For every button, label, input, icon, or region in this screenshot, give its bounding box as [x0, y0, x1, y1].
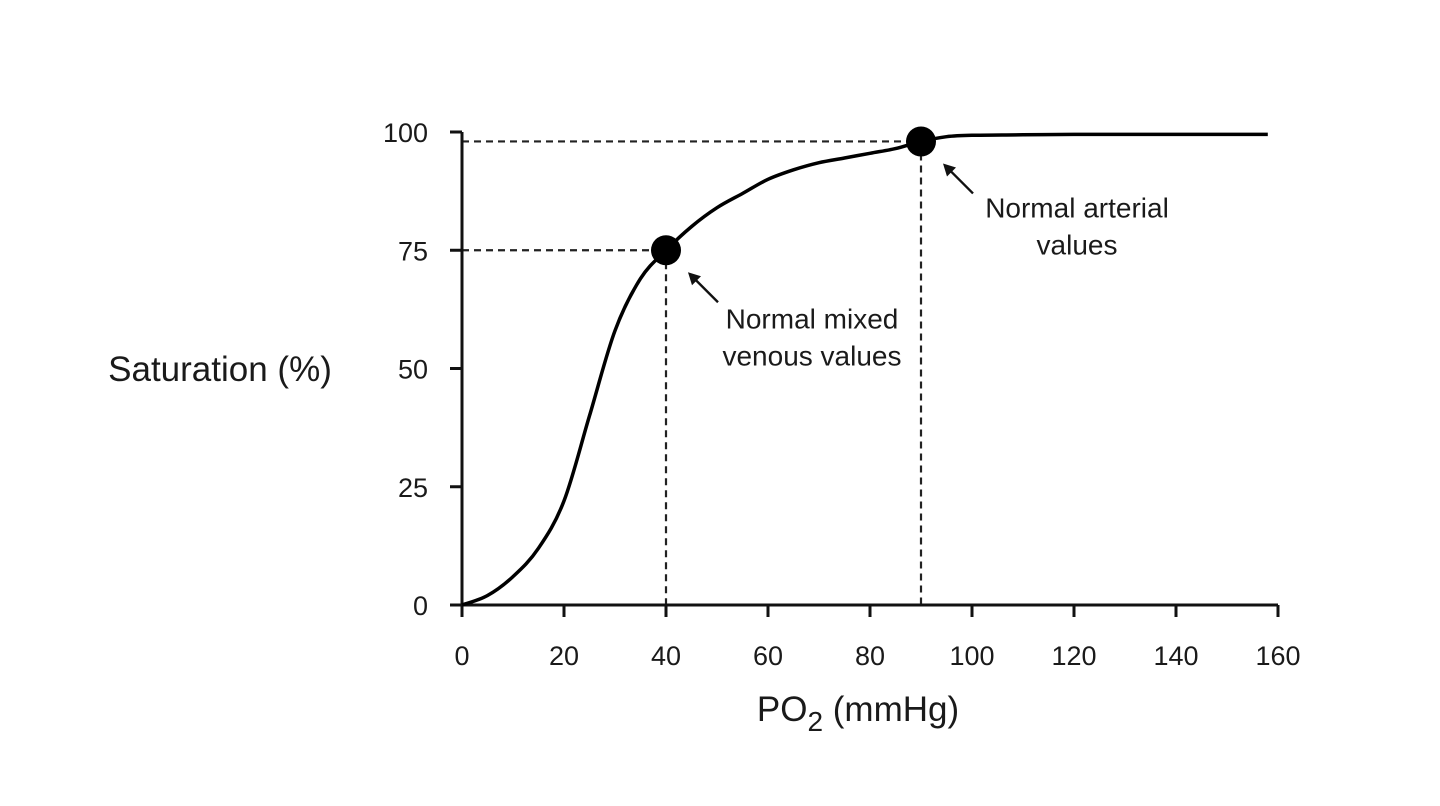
x-tick-label: 80	[855, 641, 885, 671]
y-axis-title: Saturation (%)	[108, 350, 332, 389]
y-tick-label: 50	[398, 355, 428, 385]
x-tick-label: 20	[549, 641, 579, 671]
annotation-label: Normal mixed venous values	[722, 303, 901, 371]
annotation-arrow	[693, 277, 719, 304]
x-tick-label: 160	[1255, 641, 1300, 671]
y-tick-label: 100	[383, 118, 428, 148]
x-tick-label: 100	[949, 641, 994, 671]
y-tick-label: 75	[398, 236, 428, 266]
data-point-marker	[906, 126, 936, 157]
axis-ticks: 0 20 40 60 80 100 120 140 160 0 25 50 75 100	[383, 118, 1301, 671]
guide-lines	[462, 140, 923, 605]
x-tick-label: 0	[454, 641, 469, 671]
point-annotations: Normal mixed venous values Normal arterial…	[688, 163, 1169, 371]
y-tick-label: 25	[398, 473, 428, 503]
y-tick-label: 0	[413, 591, 428, 621]
x-tick-label: 40	[651, 641, 681, 671]
annotation-arrow	[948, 168, 974, 195]
x-tick-label: 120	[1051, 641, 1096, 671]
annotation-arrowhead	[943, 163, 956, 177]
x-tick-label: 140	[1153, 641, 1198, 671]
data-point-marker	[651, 235, 681, 266]
x-axis-title: PO2 (mmHg)	[757, 690, 959, 737]
saturation-curve	[461, 132, 1268, 607]
x-tick-label: 60	[753, 641, 783, 671]
annotation-arrowhead	[688, 272, 701, 286]
highlight-points	[651, 126, 936, 266]
annotation-label: Normal arterial values	[985, 192, 1169, 260]
